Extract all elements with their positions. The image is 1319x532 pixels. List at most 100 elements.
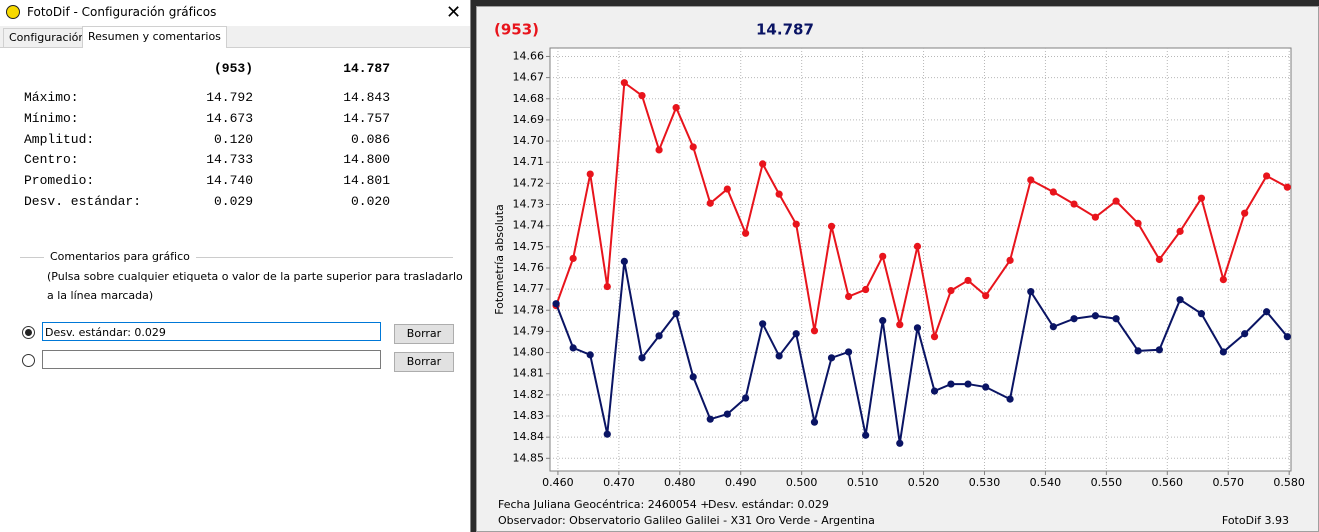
cell: 0.029 [213,194,253,209]
row-label: Amplitud: [24,131,95,147]
tab[interactable]: Resumen y comentarios [82,26,227,48]
data-point [1241,209,1249,217]
y-axis-label: Fotometría absoluta [493,204,506,315]
data-point [723,185,731,193]
group-legend: Comentarios para gráfico [44,250,196,263]
data-point [1197,310,1206,318]
data-point [930,387,939,395]
data-point [862,431,870,439]
y-tick-label: 14.75 [513,240,545,253]
y-tick-label: 14.66 [513,49,545,62]
series-line [555,261,1289,444]
data-point [879,317,887,325]
data-point [1263,172,1271,180]
data-point [792,330,800,338]
hint: a la línea marcada) [47,289,154,302]
group-line [20,257,453,258]
data-point [879,252,887,260]
y-tick-label: 14.79 [513,324,545,337]
y-tick-label: 14.84 [513,430,545,443]
comment-input[interactable] [42,350,381,369]
data-point [569,254,577,263]
close-button[interactable]: ✕ [446,2,462,23]
data-point [930,333,939,341]
y-tick-label: 14.70 [513,134,545,147]
data-point [862,285,870,294]
y-tick-label: 14.69 [513,113,545,126]
radio-button[interactable] [22,354,35,367]
cell: 14.792 [206,90,253,105]
y-tick-label: 14.81 [513,367,545,380]
data-point [689,373,697,381]
column-header: (953) [213,61,253,76]
data-point [742,394,750,402]
x-tick-label: 0.500 [786,476,818,489]
hint: (Pulsa sobre cualquier etiqueta o valor … [47,270,463,283]
note: Fecha Juliana Geocéntrica: 2460054 + [498,498,709,511]
data-point [1155,346,1163,354]
y-tick-label: 14.78 [513,303,545,316]
comment-input[interactable]: Desv. estándar: 0.029 [42,322,381,341]
data-point [689,143,697,151]
data-point [947,380,955,388]
cell: 14.801 [343,173,390,189]
data-point [947,286,955,295]
data-point [1112,315,1120,323]
y-tick-label: 14.72 [513,176,545,189]
data-point [1176,296,1184,304]
data-point [896,439,904,447]
x-tick-label: 0.570 [1212,476,1244,489]
x-tick-label: 0.460 [542,476,574,489]
data-point [964,380,972,388]
row-label: Máximo: [24,90,79,105]
data-point [1049,323,1057,331]
clear-button[interactable]: Borrar [394,324,454,344]
note: FotoDif 3.93 [1222,514,1289,527]
data-point [620,257,628,266]
x-tick-label: 0.480 [664,476,696,489]
tab[interactable]: Configuración [3,28,92,47]
data-point [603,282,611,291]
cell: 0.120 [213,131,253,147]
clear-button[interactable]: Borrar [394,352,454,372]
y-tick-label: 14.67 [513,71,545,84]
cell: 14.800 [343,152,390,168]
x-tick-label: 0.580 [1273,476,1305,489]
y-tick-label: 14.85 [513,451,545,464]
x-tick-label: 0.510 [847,476,879,489]
data-point [1219,275,1227,284]
x-tick-label: 0.520 [908,476,940,489]
row-label: Centro: [24,152,79,168]
y-tick-label: 14.68 [513,92,545,105]
data-point [913,324,922,332]
data-point [586,351,594,359]
data-point [1091,312,1099,320]
data-point [982,383,990,391]
y-tick-label: 14.73 [513,198,545,211]
cell: 14.733 [206,152,253,168]
column-header: 14.787 [343,61,390,76]
data-point [1197,194,1206,202]
row-label: Mínimo: [24,110,79,126]
data-point [775,190,783,198]
legend-entry: 14.787 [756,21,814,39]
y-tick-label: 14.83 [513,409,545,422]
x-tick-label: 0.490 [725,476,757,489]
data-point [1091,213,1099,221]
note: Desv. estándar: 0.029 [708,498,829,511]
radio-button[interactable] [22,326,35,339]
data-point [1241,330,1249,338]
data-point [1070,200,1078,208]
data-point [1112,197,1120,205]
cell: 14.843 [343,90,390,105]
data-point [603,430,611,438]
data-point [1070,315,1078,323]
y-tick-label: 14.74 [513,219,545,232]
cell: 14.740 [206,173,253,189]
data-point [844,348,853,356]
legend-entry: (953) [494,21,539,39]
data-point [810,418,819,426]
data-point [1219,348,1227,356]
data-point [1006,395,1014,403]
data-point [672,104,680,112]
